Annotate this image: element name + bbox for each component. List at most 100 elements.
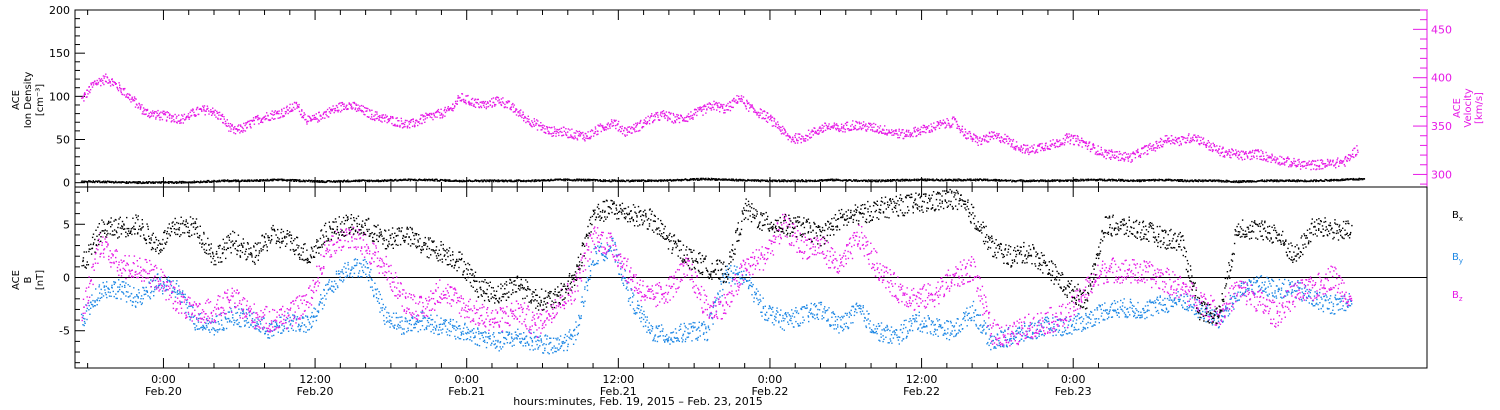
velocity-point — [1323, 163, 1326, 165]
density-point — [584, 178, 587, 181]
velocity-point — [922, 124, 925, 127]
velocity-point — [138, 102, 140, 105]
velocity-point — [322, 117, 324, 119]
velocity-point — [453, 107, 455, 110]
velocity-point — [150, 115, 153, 117]
velocity-point — [381, 121, 383, 123]
velocity-point — [812, 134, 814, 136]
velocity-point — [152, 110, 154, 112]
velocity-point — [639, 122, 641, 124]
density-point — [571, 179, 573, 181]
density-point — [338, 181, 340, 183]
velocity-point — [229, 126, 231, 128]
velocity-point — [1329, 160, 1332, 162]
velocity-point — [1249, 158, 1251, 161]
density-point — [1051, 180, 1053, 182]
velocity-point — [693, 114, 696, 116]
velocity-point — [280, 116, 282, 118]
velocity-point — [1063, 144, 1066, 146]
velocity-point — [1324, 165, 1326, 167]
velocity-point — [925, 131, 927, 134]
density-point — [885, 180, 887, 182]
density-point — [1187, 180, 1189, 182]
density-point — [190, 181, 192, 183]
velocity-point — [787, 135, 789, 137]
velocity-point — [1320, 168, 1322, 170]
density-point — [107, 181, 110, 183]
density-point — [867, 180, 869, 183]
velocity-point — [1324, 163, 1327, 165]
velocity-point — [186, 116, 188, 119]
density-point — [490, 179, 492, 181]
density-point — [83, 181, 85, 183]
density-point — [464, 180, 466, 183]
density-point — [955, 178, 957, 181]
velocity-point — [371, 109, 373, 111]
velocity-point — [1238, 153, 1241, 156]
velocity-point — [1327, 160, 1329, 162]
velocity-point — [135, 98, 137, 100]
velocity-point — [180, 118, 182, 121]
velocity-point — [1027, 147, 1029, 150]
velocity-point — [277, 112, 279, 114]
density-point — [497, 180, 499, 183]
velocity-point — [873, 126, 875, 128]
velocity-point — [343, 105, 345, 107]
velocity-point — [84, 92, 86, 94]
velocity-point — [594, 126, 597, 128]
velocity-point — [87, 93, 89, 95]
velocity-point — [902, 129, 904, 131]
density-point — [1088, 179, 1090, 181]
velocity-point — [929, 131, 931, 133]
velocity-point — [403, 126, 405, 128]
velocity-point — [289, 103, 291, 106]
velocity-point — [883, 129, 885, 131]
velocity-point — [406, 127, 409, 129]
velocity-point — [821, 124, 823, 126]
density-point — [316, 180, 319, 182]
velocity-point — [980, 143, 983, 145]
density-point — [1142, 179, 1145, 181]
density-point — [666, 180, 669, 182]
velocity-point — [666, 119, 669, 122]
density-point — [476, 179, 479, 182]
velocity-point — [470, 104, 473, 106]
velocity-point — [400, 120, 403, 122]
density-point — [1163, 180, 1165, 182]
velocity-point — [702, 114, 704, 116]
velocity-point — [102, 82, 104, 84]
velocity-point — [1099, 153, 1101, 156]
velocity-point — [842, 131, 844, 133]
velocity-point — [471, 97, 474, 100]
density-point — [510, 179, 512, 181]
velocity-point — [465, 103, 467, 105]
velocity-point — [510, 106, 512, 108]
velocity-point — [746, 99, 748, 102]
velocity-point — [1021, 149, 1023, 151]
velocity-point — [896, 132, 898, 135]
velocity-point — [861, 124, 864, 127]
velocity-point — [699, 106, 701, 108]
density-point — [173, 182, 176, 184]
velocity-point — [125, 94, 128, 96]
velocity-point — [784, 129, 786, 132]
velocity-point — [1138, 154, 1141, 157]
density-point — [431, 179, 433, 182]
density-point — [778, 179, 781, 182]
density-point — [573, 178, 576, 181]
density-point — [830, 179, 832, 181]
velocity-point — [298, 110, 301, 113]
velocity-point — [1304, 160, 1306, 163]
velocity-point — [1064, 141, 1066, 144]
density-point — [635, 179, 637, 181]
velocity-point — [433, 114, 435, 117]
velocity-point — [598, 125, 600, 127]
density-point — [376, 179, 378, 181]
velocity-point — [881, 132, 883, 134]
density-point — [1127, 180, 1130, 182]
velocity-point — [1182, 136, 1184, 138]
velocity-point — [1127, 158, 1129, 160]
density-point — [429, 179, 431, 182]
velocity-point — [223, 116, 225, 118]
velocity-point — [705, 112, 707, 114]
